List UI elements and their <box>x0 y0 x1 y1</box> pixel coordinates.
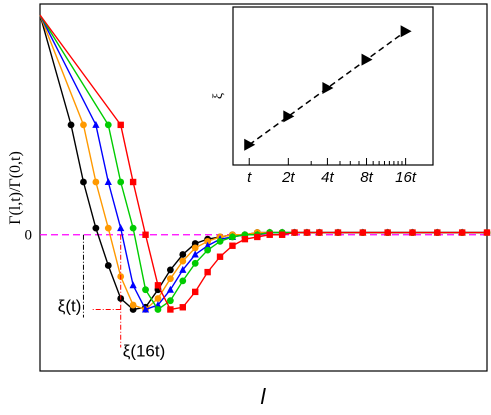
inset-data-point <box>361 53 373 66</box>
data-point <box>434 229 441 236</box>
data-point <box>166 275 174 283</box>
data-point <box>216 253 224 260</box>
inset-x-ticks: t 2t 4t 8t 16t <box>247 158 417 186</box>
inset-data-point <box>322 82 334 95</box>
data-point <box>483 229 491 236</box>
main-y-tick-label: 0 <box>25 228 33 244</box>
inset-x-tick-label: 2t <box>281 169 295 186</box>
data-point <box>409 229 416 236</box>
data-point <box>92 178 100 186</box>
data-point <box>266 231 273 238</box>
data-point <box>104 178 112 186</box>
inset-data-point <box>244 138 256 151</box>
data-point <box>92 120 100 128</box>
data-point <box>142 286 149 294</box>
data-point <box>316 229 323 236</box>
inset-plot-frame <box>232 6 434 166</box>
data-point <box>92 224 100 232</box>
main-y-ticks: 0 <box>25 228 33 244</box>
data-point <box>192 288 199 296</box>
data-point <box>303 229 311 236</box>
data-point <box>154 295 162 302</box>
data-point <box>142 231 149 238</box>
data-point <box>166 266 174 274</box>
data-point <box>254 233 261 241</box>
data-point <box>166 297 174 305</box>
inset-chart: ξ t 2t 4t 8t 16t <box>211 6 434 186</box>
main-annotations: ξ(t) ξ(16t) <box>58 234 166 360</box>
inset-data-point <box>400 25 412 38</box>
series-4 <box>39 14 491 313</box>
inset-x-tick-label: 16t <box>395 169 417 186</box>
data-point <box>179 277 187 285</box>
data-point <box>359 229 367 236</box>
data-point <box>129 178 137 186</box>
data-point <box>104 121 112 129</box>
annotation-label: ξ(t) <box>58 296 82 315</box>
data-point <box>117 224 125 232</box>
inset-series-line <box>248 30 407 146</box>
inset-data-point <box>283 110 295 123</box>
inset-x-tick-label: 8t <box>360 169 373 186</box>
data-point <box>80 178 87 186</box>
data-point <box>179 265 187 273</box>
data-point <box>67 121 75 129</box>
data-point <box>291 229 298 236</box>
data-point <box>154 306 162 313</box>
data-point <box>204 241 212 249</box>
main-plot-area <box>39 14 491 313</box>
data-point <box>179 257 187 265</box>
data-point <box>204 237 212 245</box>
annotation-label: ξ(16t) <box>123 341 166 360</box>
data-point <box>229 233 236 241</box>
data-point <box>167 306 174 313</box>
data-point <box>216 237 224 245</box>
data-point <box>117 121 124 129</box>
data-point <box>104 262 112 269</box>
data-point <box>334 229 342 236</box>
data-point <box>191 259 199 267</box>
data-point <box>204 268 211 276</box>
inset-x-tick-label: 4t <box>321 169 334 186</box>
data-point <box>179 251 187 258</box>
data-point <box>117 178 125 186</box>
main-y-axis-label: Γ(l,t)/Γ(0,t) <box>7 151 24 225</box>
inset-x-tick-label: t <box>247 169 252 186</box>
inset-marks <box>244 25 412 151</box>
main-x-axis-label: l <box>261 384 267 409</box>
data-point <box>204 246 212 254</box>
data-point <box>241 235 249 243</box>
data-point <box>278 231 286 238</box>
data-point <box>458 229 466 236</box>
data-point <box>166 285 174 293</box>
inset-y-axis-label: ξ <box>211 93 226 99</box>
data-point <box>384 229 391 236</box>
data-point <box>229 242 236 249</box>
data-point <box>129 281 137 289</box>
data-point <box>141 305 150 313</box>
data-point <box>80 121 87 129</box>
data-point <box>129 224 137 232</box>
data-point <box>129 301 137 309</box>
data-point <box>191 250 199 258</box>
data-point <box>191 244 199 252</box>
data-point <box>179 304 186 311</box>
data-point <box>154 282 162 289</box>
data-point <box>104 224 112 232</box>
